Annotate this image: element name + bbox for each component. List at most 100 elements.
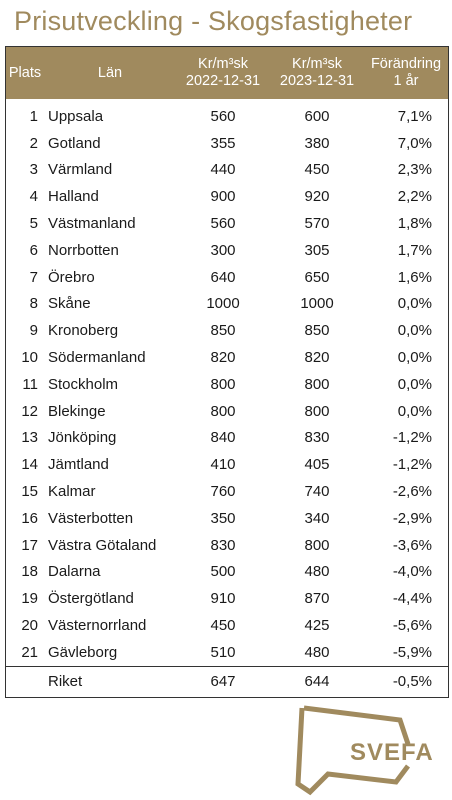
table-row: 7 Örebro 640 650 1,6% — [6, 264, 448, 291]
table-row: 19 Östergötland 910 870 -4,4% — [6, 585, 448, 612]
cell-change: 0,0% — [397, 295, 432, 313]
cell-plats: 6 — [29, 241, 38, 259]
cell-price-2022: 355 — [210, 134, 236, 152]
cell-price-2022: 350 — [210, 509, 236, 527]
cell-change: 1,8% — [397, 215, 432, 233]
cell-lan: Västernorrland — [48, 617, 147, 635]
cell-change: -3,6% — [392, 536, 432, 554]
cell-price-2022: 510 — [210, 643, 236, 661]
cell-price-2023: 644 — [304, 673, 330, 691]
table-row: 5 Västmanland 560 570 1,8% — [6, 210, 448, 237]
cell-change: 2,2% — [397, 188, 432, 206]
cell-lan: Värmland — [48, 161, 113, 179]
table-row: 9 Kronoberg 850 850 0,0% — [6, 317, 448, 344]
cell-plats: 16 — [21, 509, 38, 527]
cell-lan: Gävleborg — [48, 643, 118, 661]
cell-change: -2,9% — [392, 509, 432, 527]
cell-plats: 10 — [21, 349, 38, 367]
cell-change: -4,4% — [392, 590, 432, 608]
svefa-logo-icon — [295, 705, 411, 796]
header-plats: Plats — [8, 64, 42, 81]
cell-plats: 19 — [21, 590, 38, 608]
table-row: 4 Halland 900 920 2,2% — [6, 183, 448, 210]
cell-change: 2,3% — [397, 161, 432, 179]
table-row: 11 Stockholm 800 800 0,0% — [6, 371, 448, 398]
table-row: 6 Norrbotten 300 305 1,7% — [6, 237, 448, 264]
cell-lan: Halland — [48, 188, 99, 206]
cell-plats: 7 — [29, 268, 38, 286]
cell-change: 0,0% — [397, 402, 432, 420]
cell-plats: 17 — [21, 536, 38, 554]
cell-price-2022: 900 — [210, 188, 236, 206]
cell-plats: 21 — [21, 643, 38, 661]
cell-change: 1,7% — [397, 241, 432, 259]
cell-price-2023: 1000 — [300, 295, 334, 313]
cell-price-2023: 405 — [304, 456, 330, 474]
cell-price-2022: 560 — [210, 107, 236, 125]
cell-lan: Västra Götaland — [48, 536, 157, 554]
header-change-label: Förändring — [370, 56, 442, 72]
cell-change: -0,5% — [392, 673, 432, 691]
header-price-2023-date: 2023-12-31 — [279, 73, 355, 89]
cell-price-2022: 450 — [210, 617, 236, 635]
table-row: 12 Blekinge 800 800 0,0% — [6, 398, 448, 425]
table-row: 21 Gävleborg 510 480 -5,9% — [6, 639, 448, 666]
cell-change: 7,1% — [397, 107, 432, 125]
cell-lan: Kronoberg — [48, 322, 119, 340]
cell-change: 0,0% — [397, 322, 432, 340]
logo-text: SVEFA — [350, 739, 434, 766]
cell-price-2022: 820 — [210, 349, 236, 367]
header-price-2023: Kr/m³sk 2023-12-31 — [270, 56, 364, 90]
table-row: 8 Skåne 1000 1000 0,0% — [6, 291, 448, 318]
cell-lan: Västmanland — [48, 215, 136, 233]
cell-plats: 18 — [21, 563, 38, 581]
cell-price-2023: 920 — [304, 188, 330, 206]
cell-price-2022: 840 — [210, 429, 236, 447]
cell-plats: 20 — [21, 617, 38, 635]
cell-plats: 12 — [21, 402, 38, 420]
cell-price-2022: 500 — [210, 563, 236, 581]
cell-change: 0,0% — [397, 375, 432, 393]
cell-price-2023: 340 — [304, 509, 330, 527]
table-row: 16 Västerbotten 350 340 -2,9% — [6, 505, 448, 532]
cell-price-2023: 740 — [304, 483, 330, 501]
cell-change: 1,6% — [397, 268, 432, 286]
cell-price-2022: 560 — [210, 215, 236, 233]
cell-price-2023: 850 — [304, 322, 330, 340]
table-footer-total: Riket 647 644 -0,5% — [6, 665, 448, 697]
cell-price-2023: 800 — [304, 402, 330, 420]
cell-price-2022: 830 — [210, 536, 236, 554]
cell-plats: 13 — [21, 429, 38, 447]
cell-price-2023: 650 — [304, 268, 330, 286]
table-row: 10 Södermanland 820 820 0,0% — [6, 344, 448, 371]
header-price-2022: Kr/m³sk 2022-12-31 — [176, 56, 270, 90]
table-row: 14 Jämtland 410 405 -1,2% — [6, 451, 448, 478]
cell-plats: 15 — [21, 483, 38, 501]
cell-lan: Dalarna — [48, 563, 101, 581]
header-change-period: 1 år — [393, 73, 419, 89]
cell-plats: 4 — [29, 188, 38, 206]
cell-price-2023: 570 — [304, 215, 330, 233]
cell-change: -1,2% — [392, 456, 432, 474]
cell-lan: Blekinge — [48, 402, 106, 420]
cell-change: -5,9% — [392, 643, 432, 661]
cell-lan: Södermanland — [48, 349, 146, 367]
cell-lan: Riket — [48, 673, 83, 691]
cell-price-2023: 480 — [304, 563, 330, 581]
table-row: 2 Gotland 355 380 7,0% — [6, 130, 448, 157]
cell-price-2023: 820 — [304, 349, 330, 367]
cell-change: 7,0% — [397, 134, 432, 152]
cell-price-2022: 647 — [210, 673, 236, 691]
cell-lan: Uppsala — [48, 107, 104, 125]
cell-plats: 8 — [29, 295, 38, 313]
cell-lan: Västerbotten — [48, 509, 134, 527]
cell-price-2022: 440 — [210, 161, 236, 179]
header-change: Förändring 1 år — [364, 56, 448, 90]
price-table: Plats Län Kr/m³sk 2022-12-31 Kr/m³sk 202… — [5, 46, 449, 698]
cell-lan: Stockholm — [48, 375, 119, 393]
cell-lan: Gotland — [48, 134, 101, 152]
header-price-2022-date: 2022-12-31 — [185, 73, 261, 89]
table-row: 3 Värmland 440 450 2,3% — [6, 157, 448, 184]
cell-change: -5,6% — [392, 617, 432, 635]
